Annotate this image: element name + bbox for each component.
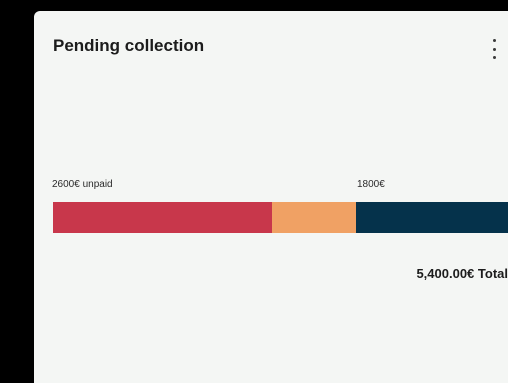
remaining-segment	[356, 202, 508, 233]
menu-dot	[492, 39, 496, 42]
card-title: Pending collection	[53, 36, 205, 55]
collection-progress-bar	[53, 202, 508, 233]
menu-dot	[492, 47, 496, 51]
pending-collection-card: Pending collection 2600€ unpaid 1800€ 5,…	[34, 11, 508, 383]
unpaid-label: 2600€ unpaid	[52, 179, 113, 190]
menu-dot	[492, 56, 496, 59]
unpaid-segment	[53, 202, 272, 233]
middle-segment	[272, 202, 356, 233]
segment-value-label: 1800€	[357, 179, 385, 190]
total-amount: 5,400.00€ Total	[416, 266, 508, 281]
more-options-icon[interactable]	[484, 37, 504, 61]
